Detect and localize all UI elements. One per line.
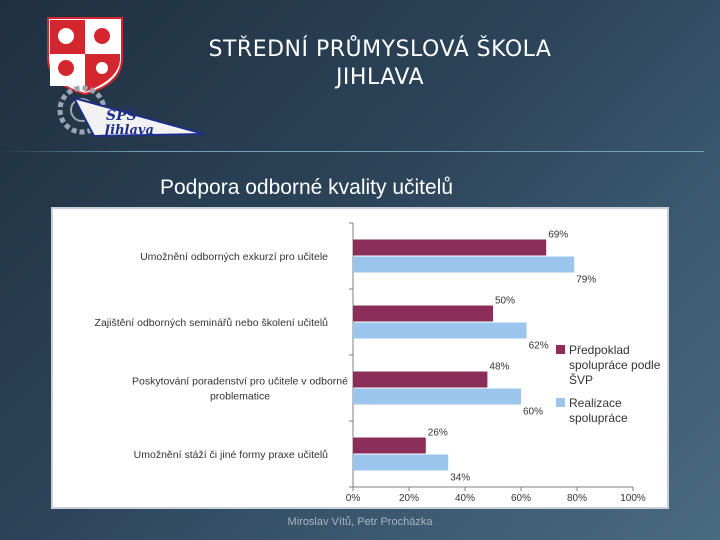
data-label: 34%: [450, 473, 470, 484]
bar-predpoklad: [353, 437, 426, 454]
legend-label: ŠVP: [569, 372, 593, 387]
legend-label: spolupráce podle: [569, 358, 661, 372]
footer-authors: Miroslav Vítů, Petr Procházka: [287, 516, 433, 528]
data-label: 62%: [529, 341, 549, 352]
category-label: Zajištění odborných seminářů nebo školen…: [95, 317, 329, 329]
x-tick-label: 60%: [511, 493, 531, 504]
school-logo: SPŠ Jihlava: [44, 14, 214, 138]
data-label: 48%: [489, 362, 509, 373]
data-label: 69%: [548, 230, 568, 241]
x-tick-label: 100%: [620, 493, 646, 504]
x-tick-label: 40%: [455, 493, 475, 504]
bar-realizace: [353, 256, 575, 273]
legend-swatch: [556, 345, 565, 354]
legend-label: Realizace: [569, 396, 622, 410]
category-label: problematice: [210, 391, 270, 403]
data-label: 60%: [523, 407, 543, 418]
header-divider: [0, 151, 704, 152]
bar-realizace: [353, 322, 527, 339]
legend-label: Předpoklad: [569, 343, 630, 357]
school-title-line1: STŘEDNÍ PRŮMYSLOVÁ ŠKOLA: [208, 37, 552, 62]
legend-swatch: [556, 398, 565, 407]
logo-text-jihlava: Jihlava: [101, 123, 154, 138]
data-label: 50%: [495, 296, 515, 307]
data-label: 79%: [576, 275, 596, 286]
category-label: Umožnění odborných exkurzí pro učitele: [140, 251, 328, 263]
bar-realizace: [353, 454, 449, 471]
bar-realizace: [353, 388, 521, 405]
school-title-line2: JIHLAVA: [335, 65, 425, 90]
bar-predpoklad: [353, 371, 488, 388]
slide-subtitle: Podpora odborné kvality učitelů: [160, 176, 454, 199]
school-title: STŘEDNÍ PRŮMYSLOVÁ ŠKOLA JIHLAVA: [150, 36, 610, 92]
x-tick-label: 0%: [346, 493, 361, 504]
data-label: 26%: [428, 428, 448, 439]
bar-predpoklad: [353, 305, 493, 322]
category-label: Poskytování poradenství pro učitele v od…: [132, 376, 348, 388]
logo-text-spš: SPŠ: [106, 106, 137, 124]
x-tick-label: 80%: [567, 493, 587, 504]
bar-predpoklad: [353, 239, 547, 256]
chart-frame: 0% 20% 40% 60% 80% 100% Umožnění odborných exk…: [51, 207, 669, 509]
category-label: Umožnění stáží či jiné formy praxe učite…: [134, 449, 328, 461]
x-tick-label: 20%: [399, 493, 419, 504]
bar-chart: 0% 20% 40% 60% 80% 100% Umožnění odborných exk…: [95, 222, 661, 504]
legend-label: spolupráce: [569, 411, 628, 425]
